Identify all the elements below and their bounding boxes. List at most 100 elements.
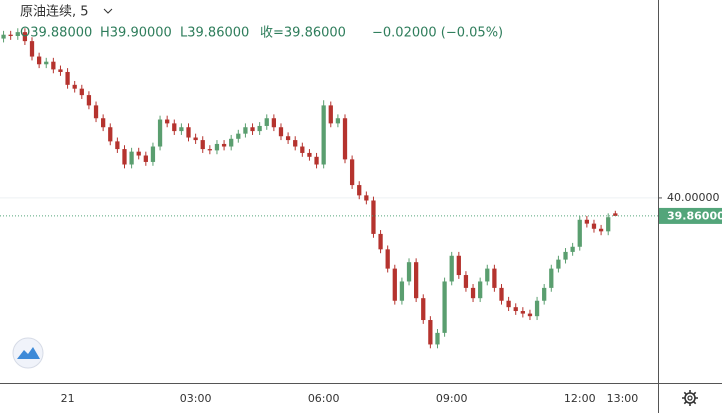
candle-body bbox=[108, 127, 113, 142]
candle-body bbox=[15, 32, 20, 36]
candle-body bbox=[534, 300, 540, 317]
candle-body bbox=[22, 32, 28, 42]
candle-body bbox=[470, 287, 476, 299]
candle-body bbox=[392, 268, 397, 301]
candle-body bbox=[51, 61, 56, 70]
chart-title: 原油连续, 5 bbox=[20, 4, 89, 20]
candle-body bbox=[463, 275, 469, 288]
candle-body bbox=[79, 88, 84, 96]
candle-body bbox=[65, 71, 70, 85]
candle-body bbox=[136, 151, 141, 156]
candle-body bbox=[29, 41, 35, 57]
candle-body bbox=[584, 219, 589, 224]
candle-body bbox=[364, 195, 369, 201]
candle-body bbox=[549, 268, 554, 288]
candle-body bbox=[101, 118, 106, 128]
candle-body bbox=[421, 298, 426, 321]
candle-body bbox=[328, 105, 333, 124]
candle-body bbox=[150, 146, 156, 162]
candle-body bbox=[300, 146, 305, 153]
ohlc-value: L39.86000 bbox=[180, 26, 249, 41]
candle-body bbox=[193, 137, 198, 141]
candle-body bbox=[506, 300, 511, 308]
x-tick-label: 06:00 bbox=[308, 392, 340, 405]
candle-body bbox=[378, 233, 383, 250]
candle-body bbox=[157, 119, 163, 147]
logo-button[interactable] bbox=[12, 337, 44, 369]
candle-body bbox=[271, 118, 277, 128]
x-tick-label: 09:00 bbox=[436, 392, 468, 405]
candle-body bbox=[314, 156, 319, 165]
candle-body bbox=[527, 313, 533, 317]
candle-body bbox=[513, 307, 518, 312]
candle-body bbox=[58, 69, 63, 72]
candle-body bbox=[72, 84, 77, 89]
ohlc-value: O39.88000 bbox=[20, 26, 92, 41]
candle-body bbox=[492, 268, 497, 288]
candle-body bbox=[307, 152, 312, 157]
candle-body bbox=[485, 268, 490, 282]
ohlc-value: H39.90000 bbox=[100, 26, 172, 41]
candle-body bbox=[563, 251, 568, 260]
candle-body bbox=[321, 105, 326, 165]
candle-body bbox=[520, 311, 525, 314]
candle-body bbox=[44, 61, 49, 65]
candle-body bbox=[435, 332, 440, 345]
candle-body bbox=[229, 138, 234, 147]
ohlc-value: 收=39.86000 bbox=[260, 26, 346, 41]
ohlc-value: −0.02000 (−0.05%) bbox=[372, 26, 503, 41]
candle-body bbox=[278, 127, 284, 137]
candle-body bbox=[371, 200, 376, 234]
candle-body bbox=[406, 262, 412, 282]
candle-body bbox=[606, 217, 611, 232]
candle-body bbox=[499, 287, 504, 301]
candle-body bbox=[342, 118, 348, 160]
candle-body bbox=[442, 281, 447, 333]
candle-body bbox=[335, 118, 341, 124]
candle-body bbox=[449, 255, 454, 282]
candle-body bbox=[285, 136, 291, 141]
candle-body bbox=[577, 219, 582, 247]
candle-body bbox=[165, 119, 170, 124]
candle-body bbox=[122, 149, 127, 165]
candle-body bbox=[115, 141, 120, 150]
settings-button[interactable] bbox=[682, 390, 698, 406]
candle-body bbox=[1, 34, 6, 39]
candle-body bbox=[456, 255, 461, 276]
candle-body bbox=[414, 262, 419, 299]
candle-body bbox=[221, 143, 227, 147]
candle-body bbox=[250, 127, 255, 132]
last-price-label: 39.86000 bbox=[667, 209, 722, 222]
candle-body bbox=[36, 56, 42, 65]
x-tick-label: 03:00 bbox=[180, 392, 212, 405]
x-tick-label: 13:00 bbox=[607, 392, 639, 405]
candle-body bbox=[293, 140, 298, 147]
candle-body bbox=[179, 127, 184, 132]
candle-body bbox=[172, 123, 177, 132]
y-tick-label: 40.00000 bbox=[667, 191, 720, 204]
candle-body bbox=[243, 127, 248, 134]
x-tick-label: 21 bbox=[61, 392, 75, 405]
last-price-tag bbox=[659, 207, 722, 224]
candle-body bbox=[478, 281, 483, 299]
candle-body bbox=[186, 127, 191, 138]
candle-body bbox=[8, 34, 13, 36]
title-dropdown bbox=[103, 8, 113, 14]
candle-body bbox=[207, 149, 212, 151]
candle-body bbox=[200, 140, 205, 150]
candle-body bbox=[86, 95, 92, 106]
candle-body bbox=[598, 228, 604, 232]
candle-body bbox=[399, 281, 405, 301]
candle-body bbox=[257, 125, 262, 132]
x-tick-label: 12:00 bbox=[564, 392, 596, 405]
candle-body bbox=[143, 155, 148, 162]
candle-body bbox=[556, 259, 561, 269]
candle-body bbox=[542, 287, 547, 301]
candle-body bbox=[214, 143, 220, 151]
candle-body bbox=[264, 118, 269, 126]
candle-body bbox=[357, 185, 362, 196]
candle-body bbox=[236, 133, 241, 139]
candle-body bbox=[428, 320, 433, 345]
